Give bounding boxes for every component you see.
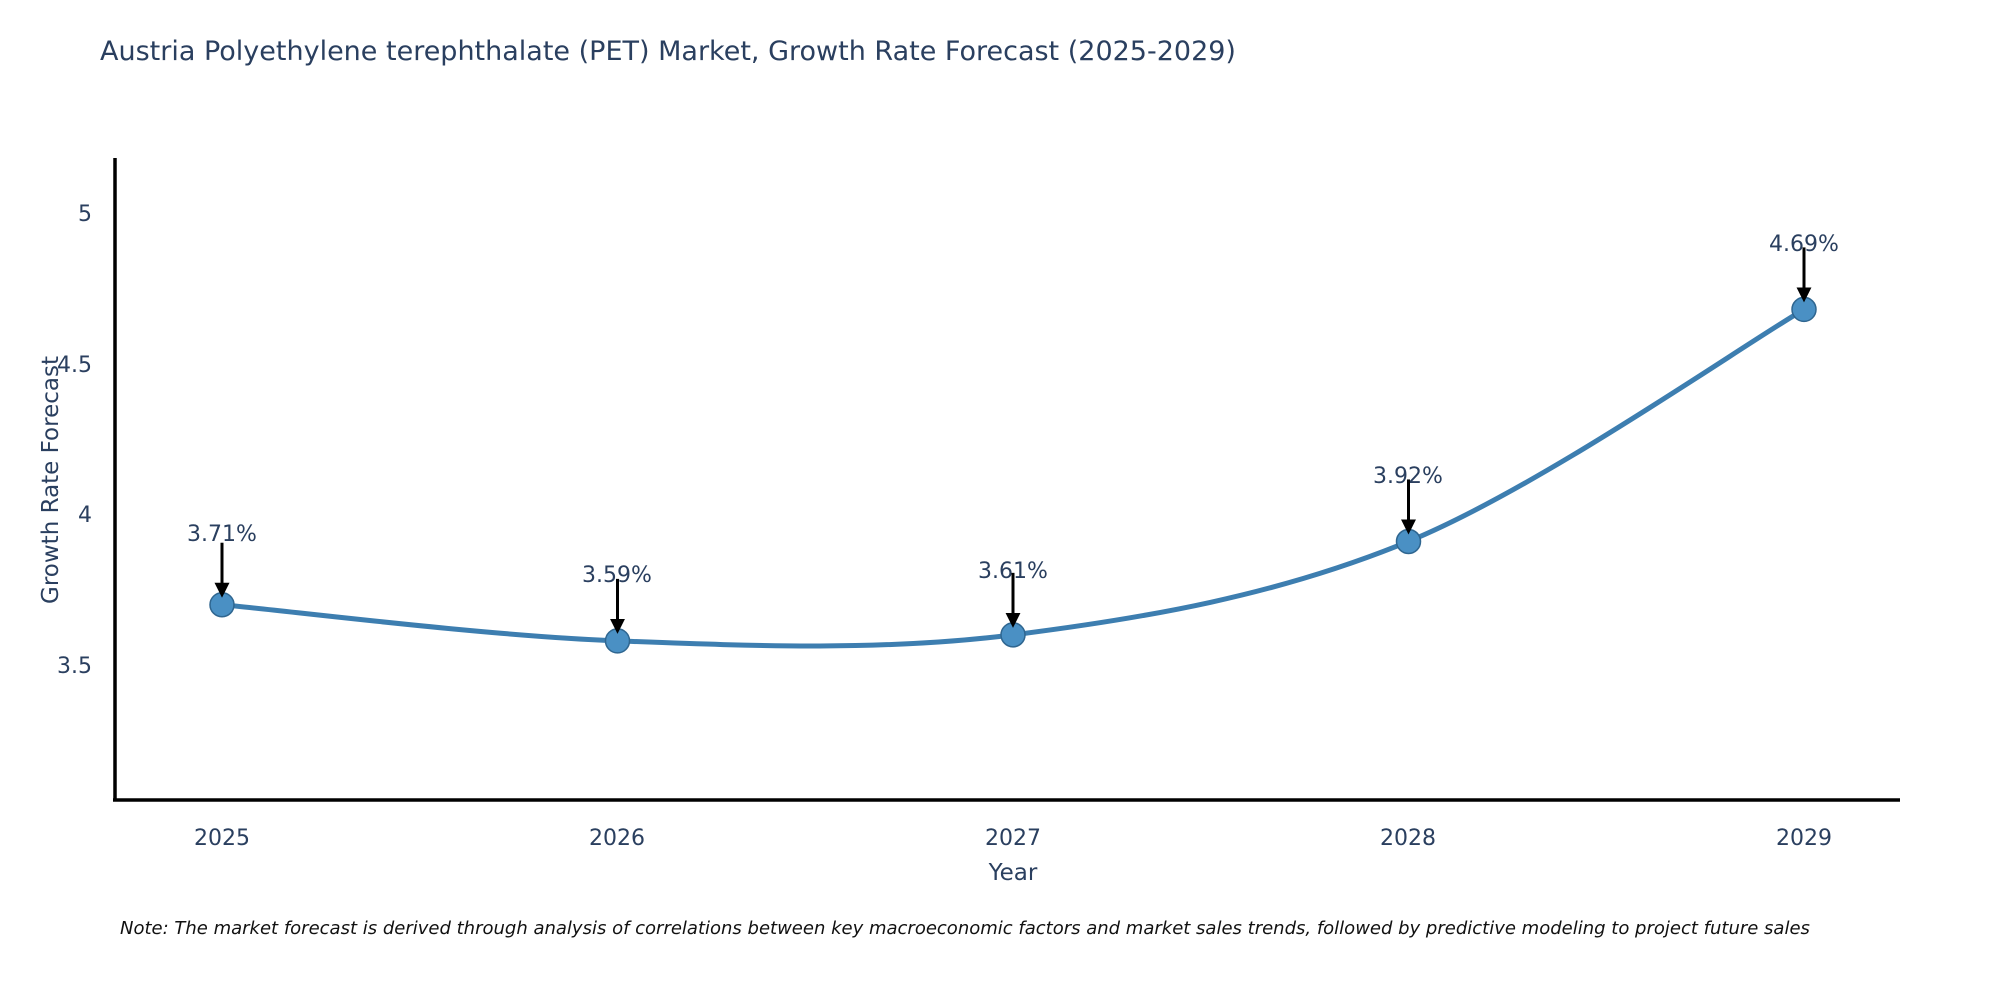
- y-axis-tick-label: 3.5: [57, 654, 92, 679]
- data-point-marker: [604, 628, 631, 654]
- x-axis-tick-label: 2026: [589, 826, 645, 851]
- x-axis-tick-label: 2028: [1380, 826, 1436, 851]
- y-axis-tick-label: 4: [78, 503, 92, 529]
- data-point-marker: [209, 591, 235, 618]
- y-axis-tick-label: 5: [78, 202, 92, 227]
- data-point-marker: [1395, 528, 1422, 555]
- annotation-arrows: [214, 247, 1812, 634]
- series-markers: [209, 296, 1817, 654]
- x-axis-tick-label: 2025: [194, 826, 250, 851]
- x-axis-title: Year: [988, 860, 1038, 886]
- data-point-marker: [1791, 296, 1817, 323]
- y-axis-tick-label: 4.5: [57, 352, 92, 378]
- footnote: Note: The market forecast is derived thr…: [120, 918, 1810, 939]
- x-axis-tick-label: 2029: [1776, 826, 1832, 851]
- x-axis-tick-label: 2027: [985, 826, 1041, 851]
- data-point-marker: [1000, 622, 1026, 648]
- page-title: Austria Polyethylene terephthalate (PET)…: [100, 36, 1236, 67]
